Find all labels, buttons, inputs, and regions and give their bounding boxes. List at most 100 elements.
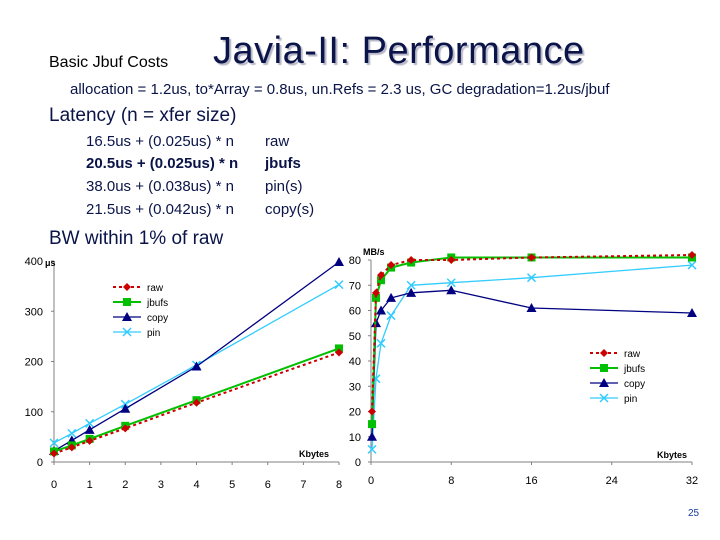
latency-heading: Latency (n = xfer size) (49, 105, 237, 126)
latency-y-tick-label: 200 (25, 357, 43, 369)
latency-point-pin (67, 428, 77, 438)
bandwidth-point-raw (447, 256, 456, 264)
bandwidth-legend-marker-pin (599, 393, 609, 403)
latency-series-raw (53, 351, 340, 455)
bandwidth-y-tick-label: 70 (349, 280, 361, 292)
bandwidth-y-tick-label: 10 (349, 432, 361, 444)
bandwidth-point-pin (386, 311, 396, 321)
latency-series-copy (53, 261, 340, 452)
bandwidth-point-jbufs (377, 276, 386, 285)
latency-y-tick-label: 100 (25, 407, 43, 419)
bandwidth-point-pin (367, 444, 377, 454)
bandwidth-legend-label-raw: raw (624, 349, 641, 360)
bandwidth-series-pin (371, 264, 693, 450)
latency-x-tick-label: 0 (51, 479, 57, 491)
bandwidth-point-raw (407, 256, 416, 264)
bandwidth-point-copy (406, 287, 417, 297)
latency-point-copy (334, 257, 344, 267)
latency-legend-label-raw: raw (147, 283, 164, 294)
latency-point-pin (49, 438, 59, 448)
latency-point-copy (120, 403, 131, 413)
bandwidth-legend-marker-jbufs (600, 364, 608, 372)
bandwidth-legend-marker-copy (599, 378, 609, 387)
bandwidth-point-copy (386, 292, 397, 302)
bandwidth-legend-label-jbufs: jbufs (623, 364, 645, 375)
bandwidth-heading: BW within 1% of raw (49, 228, 224, 249)
bandwidth-y-tick-label: 0 (355, 457, 361, 469)
bandwidth-point-pin (406, 280, 416, 290)
latency-formula-pin: 38.0us + (0.038us) * n (86, 178, 235, 195)
bandwidth-point-jbufs (368, 420, 377, 429)
latency-point-pin (85, 418, 95, 428)
latency-series-pin (53, 284, 340, 444)
latency-point-raw (50, 449, 58, 458)
latency-formula-raw: 16.5us + (0.025us) * n (86, 133, 235, 150)
bandwidth-point-raw (527, 253, 536, 262)
bandwidth-x-unit: Kbytes (657, 450, 687, 460)
bandwidth-x-tick-label: 0 (368, 475, 374, 487)
latency-point-raw (121, 424, 130, 433)
latency-y-unit: μs (45, 258, 56, 268)
bandwidth-point-pin (446, 278, 456, 288)
latency-x-tick-label: 3 (158, 479, 164, 491)
latency-label-copy: copy(s) (265, 201, 315, 218)
bandwidth-legend-label-pin: pin (624, 394, 637, 405)
latency-point-copy (191, 361, 202, 371)
bandwidth-x-tick-label: 32 (686, 475, 698, 487)
bandwidth-point-raw (688, 250, 696, 259)
latency-point-raw (192, 398, 201, 407)
slide-title: Javia-II: Performance (213, 30, 585, 72)
bandwidth-point-pin (526, 273, 537, 283)
jbuf-costs-text: allocation = 1.2us, to*Array = 0.8us, un… (70, 81, 610, 98)
slide-subtitle: Basic Jbuf Costs (49, 54, 169, 71)
latency-point-jbufs (335, 344, 343, 353)
latency-label-raw: raw (265, 133, 290, 150)
latency-x-tick-label: 4 (193, 479, 199, 491)
bandwidth-x-tick-label: 24 (606, 475, 618, 487)
bandwidth-point-pin (687, 260, 697, 270)
bandwidth-legend-marker-raw (600, 349, 608, 357)
latency-legend-marker-jbufs (123, 298, 131, 306)
bandwidth-point-raw (368, 407, 377, 416)
latency-y-tick-label: 300 (25, 306, 43, 318)
bandwidth-x-tick-label: 16 (525, 475, 537, 487)
bandwidth-point-pin (376, 338, 386, 348)
bandwidth-y-tick-label: 50 (349, 331, 361, 343)
bandwidth-y-tick-label: 40 (349, 356, 361, 368)
bandwidth-point-raw (387, 261, 396, 270)
latency-y-tick-label: 400 (25, 256, 43, 268)
bandwidth-point-raw (377, 271, 386, 280)
latency-x-tick-label: 8 (336, 479, 342, 491)
bandwidth-point-copy (367, 431, 378, 441)
bandwidth-y-tick-label: 30 (349, 381, 361, 393)
latency-legend-label-copy: copy (147, 313, 168, 324)
latency-formula-copy: 21.5us + (0.042us) * n (86, 201, 235, 218)
page-number: 25 (688, 508, 700, 519)
latency-point-raw (335, 348, 343, 357)
latency-legend-label-jbufs: jbufs (146, 298, 168, 309)
latency-point-copy (84, 424, 95, 434)
latency-legend-marker-pin (122, 327, 132, 337)
bandwidth-series-jbufs (371, 256, 692, 425)
latency-x-tick-label: 1 (87, 479, 93, 491)
latency-point-raw (67, 443, 76, 452)
bandwidth-y-tick-label: 20 (349, 407, 361, 419)
bandwidth-point-copy (376, 305, 387, 315)
latency-formula-jbufs: 20.5us + (0.025us) * n (86, 155, 239, 172)
bandwidth-point-raw (372, 288, 381, 297)
bandwidth-y-unit: MB/s (363, 247, 385, 257)
bandwidth-y-tick-label: 60 (349, 306, 361, 318)
latency-x-tick-label: 5 (229, 479, 235, 491)
latency-label-jbufs: jbufs (265, 155, 301, 172)
latency-x-unit: Kbytes (299, 449, 329, 459)
latency-point-raw (85, 436, 94, 445)
latency-legend-marker-copy (122, 312, 132, 321)
bandwidth-point-copy (687, 308, 697, 318)
latency-legend-label-pin: pin (147, 328, 160, 339)
bandwidth-point-copy (526, 302, 537, 312)
latency-x-tick-label: 7 (300, 479, 306, 491)
latency-legend-marker-raw (123, 283, 131, 291)
bandwidth-x-tick-label: 8 (448, 475, 454, 487)
latency-label-pin: pin(s) (265, 178, 303, 195)
